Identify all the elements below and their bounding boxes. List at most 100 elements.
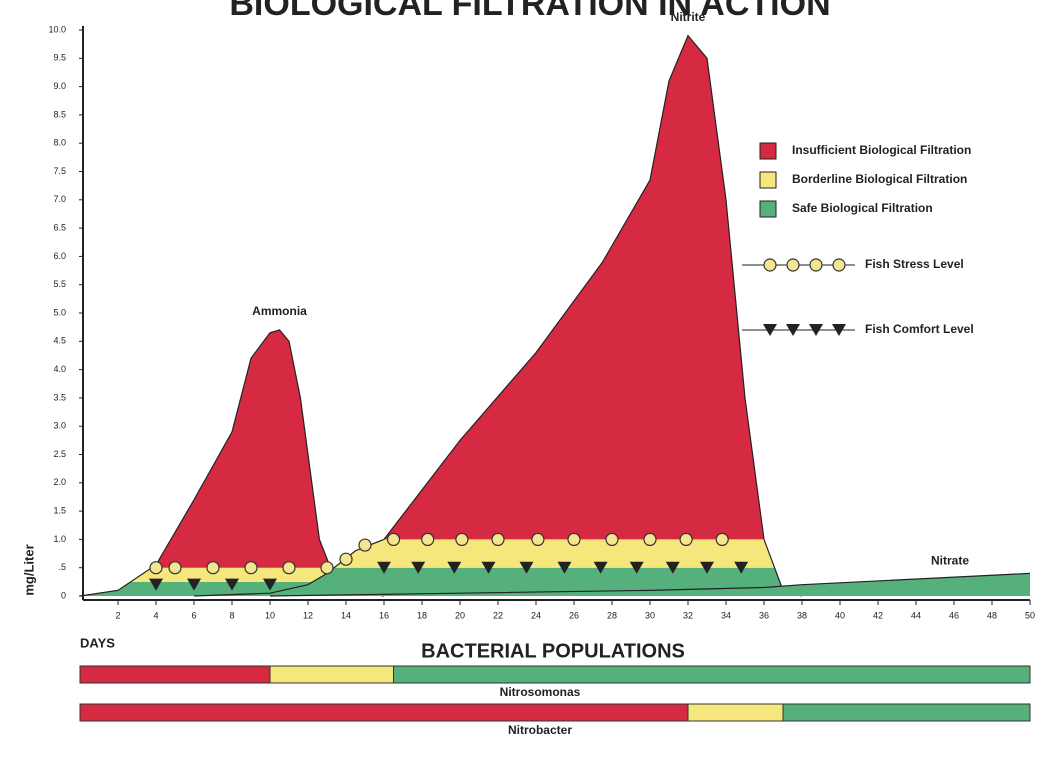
comfort-marker [411,561,426,574]
legend-marker [832,324,846,336]
legend-marker [786,324,800,336]
y-tick-label: 2.5 [53,449,66,459]
y-axis-label: mg/Liter [21,544,36,595]
y-tick-label: 3.0 [53,421,66,431]
legend-swatch [759,142,777,160]
y-tick-label: 5.5 [53,279,66,289]
stress-marker [206,561,220,575]
y-tick-label: 9.0 [53,81,66,91]
x-tick-label: 20 [455,610,465,620]
stress-marker [643,532,657,547]
stress-marker [679,532,693,547]
y-tick-label: 8.0 [53,138,66,148]
comfort-marker [700,561,714,574]
area-band [194,567,802,596]
x-tick-label: 6 [191,610,196,620]
x-tick-label: 24 [531,610,541,620]
comfort-marker [593,561,608,574]
y-tick-label: 0 [61,590,66,600]
x-tick-label: 44 [911,610,921,620]
comfort-marker [665,561,680,574]
legend-label: Fish Stress Level [865,257,964,271]
y-tick-label: 4.0 [53,364,66,374]
x-tick-label: 12 [303,610,313,620]
x-tick-label: 10 [265,610,275,620]
y-tick-label: 6.0 [53,251,66,261]
chart-title: BIOLOGICAL FILTRATION IN ACTION [229,0,830,23]
populations-title: BACTERIAL POPULATIONS [421,640,685,662]
comfort-marker [149,578,163,591]
x-tick-label: 2 [115,610,120,620]
series-label: Nitrite [671,10,706,24]
comfort-marker [447,561,462,574]
stress-marker [715,532,729,547]
x-tick-label: 46 [949,610,959,620]
comfort-marker [557,561,572,574]
legend-marker [763,324,777,336]
x-tick-label: 4 [153,610,158,620]
legend-label: Borderline Biological Filtration [792,172,967,186]
population-label: Nitrobacter [508,723,572,737]
stress-marker [149,561,163,575]
legend-marker [809,258,823,272]
y-tick-label: 3.5 [53,392,66,402]
x-tick-label: 30 [645,610,655,620]
population-segment [687,703,784,722]
x-tick-label: 26 [569,610,579,620]
stress-marker [358,538,372,552]
area-outline [269,572,1031,597]
legend-label: Insufficient Biological Filtration [792,143,971,157]
x-tick-label: 42 [873,610,883,620]
x-tick-label: 14 [341,610,351,620]
stress-marker [531,532,545,547]
legend-marker [832,258,846,272]
x-tick-label: 36 [759,610,769,620]
stress-marker [421,532,435,547]
population-segment [393,665,1031,684]
x-tick-label: 34 [721,610,731,620]
x-tick-label: 22 [493,610,503,620]
population-segment [269,665,394,684]
comfort-marker [263,578,277,591]
stress-marker [605,532,619,547]
y-tick-label: 7.0 [53,194,66,204]
y-tick-label: 4.5 [53,336,66,346]
stress-marker [168,561,182,575]
legend-label: Safe Biological Filtration [792,201,933,215]
stress-marker [455,532,469,547]
series-label: Nitrate [931,554,969,568]
legend-marker [809,324,823,336]
population-segment [79,665,271,684]
stress-marker [339,552,353,566]
legend-swatch [759,171,777,189]
x-tick-label: 48 [987,610,997,620]
series-label: Ammonia [252,304,307,318]
x-tick-label: 18 [417,610,427,620]
area-outline [193,34,803,597]
y-tick-label: 1.0 [53,534,66,544]
comfort-marker [187,578,201,591]
area-band [270,573,1030,596]
area-band [334,539,775,568]
legend-swatch [759,200,777,218]
area-band [151,329,331,568]
comfort-marker [377,561,391,574]
comfort-marker [629,561,644,574]
population-segment [782,703,1031,722]
population-segment [79,703,689,722]
stress-marker [244,561,258,575]
y-tick-label: 1.5 [53,505,66,515]
y-tick-label: 10.0 [48,24,66,34]
y-tick-label: 6.5 [53,222,66,232]
x-tick-label: 32 [683,610,693,620]
stress-marker [320,561,334,575]
legend-marker [763,258,777,272]
x-axis-label: DAYS [80,635,115,650]
stress-marker [491,532,505,547]
comfort-marker [225,578,239,591]
y-tick-label: 8.5 [53,109,66,119]
x-tick-label: 28 [607,610,617,620]
x-tick-label: 8 [229,610,234,620]
